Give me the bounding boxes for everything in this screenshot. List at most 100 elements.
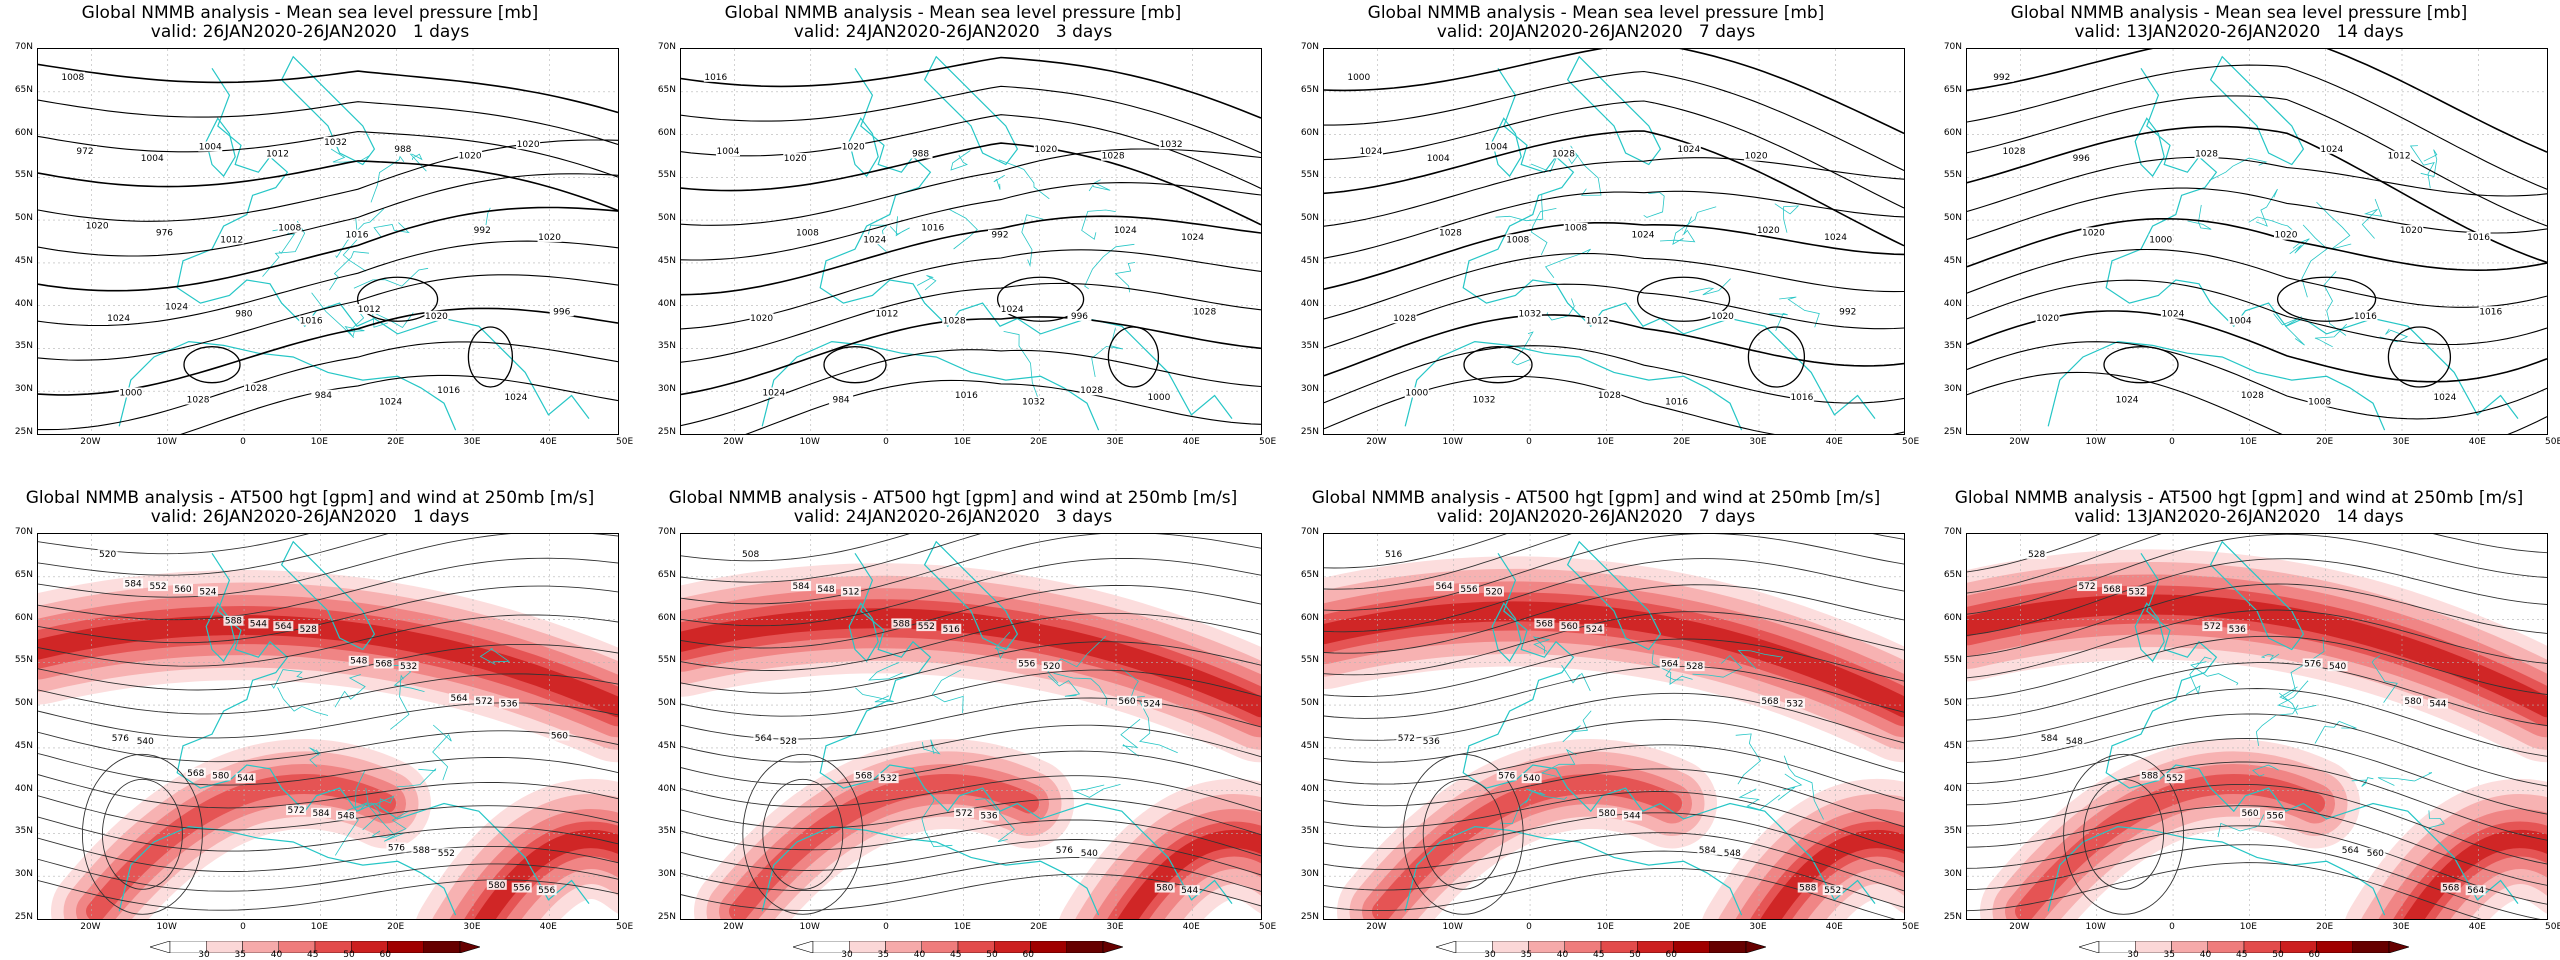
lat-label: 45N — [657, 740, 676, 751]
lat-label: 25N — [1300, 427, 1319, 437]
contour-label: 564 — [2342, 846, 2359, 856]
panel-title: Global NMMB analysis - AT500 hgt [gpm] a… — [1286, 489, 1906, 527]
isobar-label: 1028 — [1439, 228, 1462, 238]
contour-label: 572 — [2204, 622, 2221, 632]
lat-label: 50N — [1943, 698, 1962, 709]
isobar-label: 988 — [394, 145, 411, 155]
lat-label: 60N — [1300, 127, 1319, 138]
contour-label: 516 — [943, 625, 960, 635]
isobar-label: 1024 — [1360, 147, 1383, 157]
lon-label: 20W — [80, 437, 101, 447]
isobar-label: 1008 — [796, 228, 819, 238]
lat-label: 45N — [1943, 255, 1962, 266]
contour-label: 588 — [1799, 884, 1816, 894]
lon-label: 40E — [2468, 437, 2486, 447]
contour-label: 556 — [513, 884, 530, 894]
lat-label: 70N — [1943, 527, 1962, 537]
colorbar-tick: 60 — [2308, 950, 2320, 960]
lon-label: 50E — [616, 437, 634, 447]
contour-label: 584 — [312, 809, 329, 819]
contour-label: 520 — [1485, 587, 1502, 597]
colorbar-tick: 45 — [950, 950, 962, 960]
contour-label: 532 — [2128, 587, 2145, 597]
z500-panel-2: Global NMMB analysis - AT500 hgt [gpm] a… — [643, 485, 1276, 960]
lon-label: 10E — [953, 437, 971, 447]
title-line-2: valid: 13JAN2020-26JAN2020 14 days — [2074, 507, 2404, 527]
isobar-label: 1020 — [425, 312, 448, 322]
colorbar-tick: 50 — [2272, 950, 2284, 960]
isobar-label: 996 — [1071, 312, 1088, 322]
lat-label: 50N — [1300, 698, 1319, 709]
contour-label: 512 — [842, 587, 859, 597]
contour-label: 560 — [1118, 697, 1135, 707]
lon-label: 10W — [156, 437, 177, 447]
isobar-label: 1020 — [1034, 145, 1057, 155]
lon-label: 20E — [1030, 922, 1048, 932]
title-line-2: valid: 20JAN2020-26JAN2020 7 days — [1436, 22, 1756, 42]
isobar-label: 1012 — [358, 305, 381, 315]
isobar-label: 1028 — [2195, 149, 2218, 159]
contour-label: 568 — [1536, 619, 1553, 629]
lon-label: 30E — [1749, 922, 1767, 932]
colorbar-tick: 45 — [2236, 950, 2248, 960]
lat-label: 35N — [1300, 341, 1319, 352]
colorbar-tick: 35 — [2163, 950, 2175, 960]
contour-label: 560 — [174, 585, 191, 595]
isobar-label: 1016 — [437, 386, 460, 396]
isobar-label: 1004 — [199, 142, 222, 152]
lat-label: 50N — [657, 213, 676, 224]
lon-label: 30E — [2392, 922, 2410, 932]
lat-label: 35N — [1943, 341, 1962, 352]
lat-label: 70N — [657, 527, 676, 537]
contour-label: 528 — [780, 737, 797, 747]
lat-label: 65N — [657, 84, 676, 95]
contour-label: 584 — [1699, 846, 1716, 856]
isobars — [1967, 49, 2547, 434]
lat-label: 25N — [1300, 912, 1319, 922]
isobar-label: 1028 — [1393, 314, 1416, 324]
title-line-1: Global NMMB analysis - Mean sea level pr… — [81, 3, 539, 23]
isobar-label: 1008 — [1506, 235, 1529, 245]
lon-label: 20E — [387, 922, 405, 932]
lat-label: 70N — [1300, 42, 1319, 52]
lat-label: 30N — [1300, 869, 1319, 880]
contour-label: 532 — [400, 662, 417, 672]
isobar-label: 1032 — [1022, 398, 1045, 408]
lat-label: 35N — [657, 826, 676, 837]
contour-label: 564 — [1435, 582, 1452, 592]
title-line-1: Global NMMB analysis - AT500 hgt [gpm] a… — [668, 488, 1238, 508]
contour-label: 532 — [1786, 699, 1803, 709]
lon-label: 40E — [2468, 922, 2486, 932]
contour-label: 552 — [149, 582, 166, 592]
contour-label: 528 — [300, 625, 317, 635]
contour-label: 588 — [225, 617, 242, 627]
isobar-label: 1024 — [762, 389, 785, 399]
lon-label: 0 — [240, 922, 246, 932]
isobar-label: 1024 — [107, 314, 130, 324]
contour-label: 536 — [1423, 737, 1440, 747]
isobar-label: 1020 — [1711, 312, 1734, 322]
contour-label: 564 — [2467, 886, 2484, 896]
lat-label: 40N — [657, 783, 676, 794]
isobar-label: 1020 — [842, 142, 865, 152]
contour-label: 584 — [792, 582, 809, 592]
isobar-label: 1016 — [300, 317, 323, 327]
isobar-label: 1004 — [141, 154, 164, 164]
lat-label: 30N — [657, 869, 676, 880]
title-line-2: valid: 20JAN2020-26JAN2020 7 days — [1436, 507, 1756, 527]
isobar-label: 1016 — [2467, 233, 2490, 243]
lat-label: 65N — [657, 569, 676, 580]
contour-label: 564 — [755, 734, 772, 744]
panel-title: Global NMMB analysis - Mean sea level pr… — [643, 4, 1263, 42]
colorbar-tick: 60 — [379, 950, 391, 960]
lat-label: 70N — [1943, 42, 1962, 52]
lat-label: 45N — [657, 255, 676, 266]
lon-label: 10E — [1596, 922, 1614, 932]
contour-label: 536 — [980, 812, 997, 822]
contour-label: 544 — [1623, 812, 1640, 822]
isobar-label: 1004 — [2229, 317, 2252, 327]
isobar-label: 1024 — [2320, 145, 2343, 155]
contour-label: 568 — [375, 659, 392, 669]
contour-label: 548 — [2066, 737, 2083, 747]
lat-label: 40N — [14, 783, 33, 794]
